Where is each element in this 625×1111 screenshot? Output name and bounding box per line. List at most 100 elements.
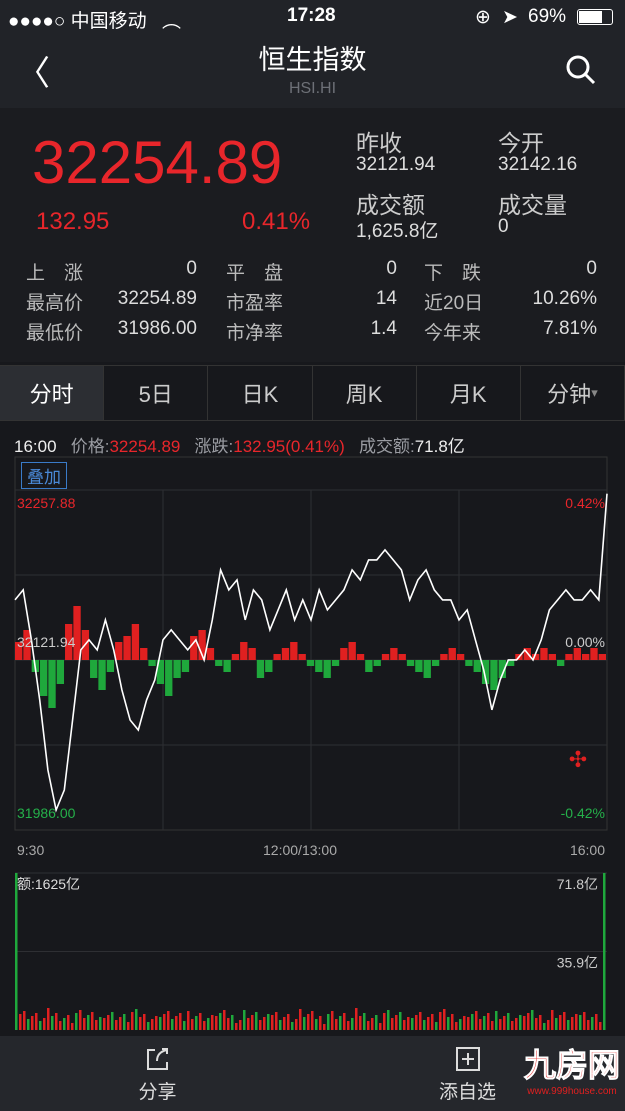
volume-bar <box>323 1024 326 1030</box>
volume-bar <box>243 1010 246 1030</box>
stat-value: 31986.00 <box>117 318 197 339</box>
volume-bar <box>595 1014 598 1030</box>
breadth-bar <box>165 660 173 696</box>
volume-bar <box>287 1014 290 1030</box>
volume-bar <box>219 1013 222 1030</box>
tab-label: 月K <box>449 382 487 407</box>
breadth-bar <box>73 606 81 660</box>
share-icon <box>146 1048 168 1070</box>
breadth-bar <box>248 648 256 660</box>
breadth-bar <box>373 660 381 666</box>
volume-bar <box>255 1012 258 1030</box>
tab-3[interactable]: 周K <box>313 366 417 420</box>
tab-5[interactable]: 分钟 ▾ <box>521 366 625 420</box>
volume-bar <box>559 1015 562 1030</box>
volume-bar <box>591 1017 594 1030</box>
volume-bar <box>71 1023 74 1030</box>
x-label-lunch: 12:00/13:00 <box>263 842 337 858</box>
status-bar: ●●●●○ 中国移动 ︵ 17:28 ⊕ ➤ 69% <box>0 0 625 34</box>
breadth-bar <box>456 654 465 660</box>
tab-2[interactable]: 日K <box>208 366 313 420</box>
open-label: 今开 <box>498 130 544 156</box>
breadth-bar <box>56 660 65 684</box>
volume-bar <box>463 1016 466 1030</box>
stat-label: 市净率 <box>226 323 284 344</box>
volume-bar <box>339 1016 342 1030</box>
info-chg-label: 涨跌: <box>194 437 234 456</box>
price-change: 132.95 <box>36 208 110 235</box>
breadth-bar <box>131 624 140 660</box>
volume-bar <box>271 1015 274 1030</box>
add-watchlist-button[interactable]: 添自选 <box>430 1046 505 1104</box>
chevron-left-icon[interactable]: 〈 <box>16 55 50 93</box>
period-tabs: 分时 5日 日K 周K 月K 分钟 ▾ <box>0 365 625 421</box>
breadth-bar <box>565 654 573 660</box>
volume-bar <box>387 1010 390 1030</box>
volume-bar <box>303 1017 306 1030</box>
volume-bar <box>455 1022 458 1030</box>
volume-bar <box>179 1013 182 1030</box>
prev-close: 32121.94 <box>356 154 436 175</box>
breadth-bar <box>398 654 406 660</box>
breadth-bar <box>223 660 231 672</box>
turnover-label: 成交额 <box>356 192 425 218</box>
breadth-bar <box>281 648 290 660</box>
breadth-bar <box>315 660 323 672</box>
volume-bar <box>447 1017 450 1030</box>
volume-bar <box>367 1021 370 1030</box>
y-label-top: 32257.88 <box>17 495 76 511</box>
expand-arrows-icon[interactable]: ✣ <box>569 747 587 772</box>
breadth-bar <box>48 660 56 708</box>
tab-label: 分时 <box>29 382 74 407</box>
stat-label: 最高价 <box>26 293 84 314</box>
index-code: HSI.HI <box>288 80 337 97</box>
y-pct-mid: 0.00% <box>565 634 605 650</box>
last-price: 32254.89 <box>32 129 283 196</box>
breadth-bar <box>190 636 198 660</box>
volume-bar <box>267 1014 270 1030</box>
volume-bar <box>315 1019 318 1030</box>
volume-bar <box>39 1021 42 1030</box>
volume-bar <box>507 1013 510 1030</box>
breadth-bar <box>415 660 423 672</box>
volume-bar <box>491 1021 494 1030</box>
breadth-bar <box>215 660 223 666</box>
info-price-label: 价格: <box>70 437 110 456</box>
volume-bar <box>371 1018 374 1030</box>
volume-bar <box>291 1022 294 1030</box>
volume-total-label: 额:1625亿 <box>17 876 80 892</box>
overlay-button[interactable]: 叠加 <box>21 462 67 489</box>
breadth-bar <box>506 660 515 666</box>
breadth-bar <box>148 660 156 666</box>
volume-bar <box>503 1016 506 1030</box>
breadth-bar <box>598 654 606 660</box>
volume-bar <box>131 1012 134 1030</box>
tab-0[interactable]: 分时 <box>0 366 105 420</box>
volume-bar <box>43 1018 46 1030</box>
breadth-bar <box>181 660 190 672</box>
volume-bar <box>435 1022 438 1030</box>
tab-4[interactable]: 月K <box>417 366 521 420</box>
volume-bar <box>511 1021 514 1030</box>
volume-bar <box>155 1016 158 1030</box>
search-icon[interactable] <box>565 54 597 86</box>
stat-value: 32254.89 <box>117 288 197 309</box>
stat-label: 平 盘 <box>226 263 284 284</box>
volume-bar <box>443 1009 446 1030</box>
volume-bar <box>263 1017 266 1030</box>
caret-down-icon[interactable]: ▾ <box>591 385 598 400</box>
volume-bar <box>15 873 18 1030</box>
volume-bar <box>139 1017 142 1030</box>
volume-bar <box>299 1009 302 1030</box>
tab-label: 周K <box>345 382 383 407</box>
breadth-bar <box>431 660 440 666</box>
volume-bar <box>27 1019 30 1030</box>
volume-bar <box>375 1015 378 1030</box>
volume-bar <box>207 1018 210 1030</box>
share-button[interactable]: 分享 <box>120 1046 195 1104</box>
volume-bar <box>115 1020 118 1030</box>
tab-1[interactable]: 5日 <box>104 366 209 420</box>
volume-bar <box>95 1020 98 1030</box>
volume-bar <box>479 1019 482 1030</box>
volume-bar <box>75 1013 78 1030</box>
